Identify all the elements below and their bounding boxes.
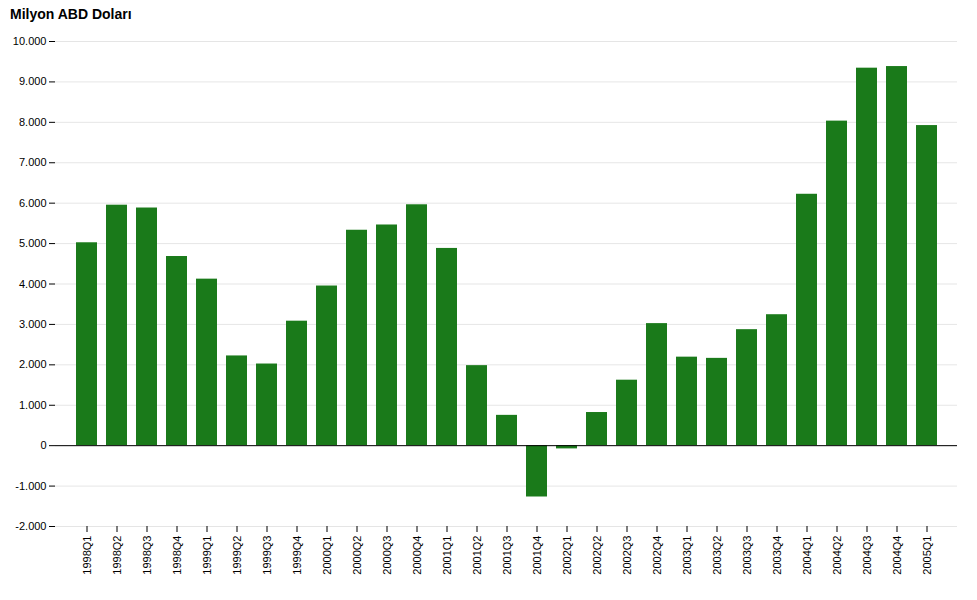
svg-text:2001Q4: 2001Q4 — [531, 536, 543, 575]
svg-text:1998Q4: 1998Q4 — [171, 536, 183, 575]
svg-text:1999Q2: 1999Q2 — [231, 536, 243, 575]
svg-text:2003Q2: 2003Q2 — [711, 536, 723, 575]
html-text:Milyon ABD Doları: Milyon ABD Doları — [10, 6, 132, 22]
svg-text:1998Q2: 1998Q2 — [111, 536, 123, 575]
svg-text:2003Q1: 2003Q1 — [681, 536, 693, 575]
svg-text:2004Q1: 2004Q1 — [801, 536, 813, 575]
svg-text:5.000: 5.000 — [19, 237, 47, 249]
svg-text:1999Q1: 1999Q1 — [201, 536, 213, 575]
svg-text:2004Q4: 2004Q4 — [891, 536, 903, 575]
svg-text:6.000: 6.000 — [19, 197, 47, 209]
svg-text:9.000: 9.000 — [19, 75, 47, 87]
svg-text:2001Q3: 2001Q3 — [501, 536, 513, 575]
svg-text:-1.000: -1.000 — [15, 480, 46, 492]
svg-text:-2.000: -2.000 — [15, 520, 46, 532]
svg-text:2002Q4: 2002Q4 — [651, 536, 663, 575]
svg-text:2000Q3: 2000Q3 — [381, 536, 393, 575]
svg-text:2003Q3: 2003Q3 — [741, 536, 753, 575]
svg-text:0: 0 — [40, 439, 46, 451]
svg-text:1.000: 1.000 — [19, 399, 47, 411]
svg-text:2004Q3: 2004Q3 — [861, 536, 873, 575]
svg-text:1998Q1: 1998Q1 — [81, 536, 93, 575]
svg-text:2000Q4: 2000Q4 — [411, 536, 423, 575]
svg-text:8.000: 8.000 — [19, 116, 47, 128]
svg-text:4.000: 4.000 — [19, 278, 47, 290]
svg-text:2002Q2: 2002Q2 — [591, 536, 603, 575]
svg-text:3.000: 3.000 — [19, 318, 47, 330]
svg-text:10.000: 10.000 — [13, 35, 47, 47]
svg-text:1999Q3: 1999Q3 — [261, 536, 273, 575]
svg-text:1998Q3: 1998Q3 — [141, 536, 153, 575]
svg-text:1999Q4: 1999Q4 — [291, 536, 303, 575]
svg-text:2005Q1: 2005Q1 — [921, 536, 933, 575]
svg-text:2002Q3: 2002Q3 — [621, 536, 633, 575]
svg-text:2001Q2: 2001Q2 — [471, 536, 483, 575]
svg-text:2000Q2: 2000Q2 — [351, 536, 363, 575]
svg-text:2004Q2: 2004Q2 — [831, 536, 843, 575]
svg-text:2003Q4: 2003Q4 — [771, 536, 783, 575]
svg-text:2002Q1: 2002Q1 — [561, 536, 573, 575]
svg-text:2001Q1: 2001Q1 — [441, 536, 453, 575]
svg-text:2000Q1: 2000Q1 — [321, 536, 333, 575]
svg-text:7.000: 7.000 — [19, 156, 47, 168]
svg-text:2.000: 2.000 — [19, 358, 47, 370]
